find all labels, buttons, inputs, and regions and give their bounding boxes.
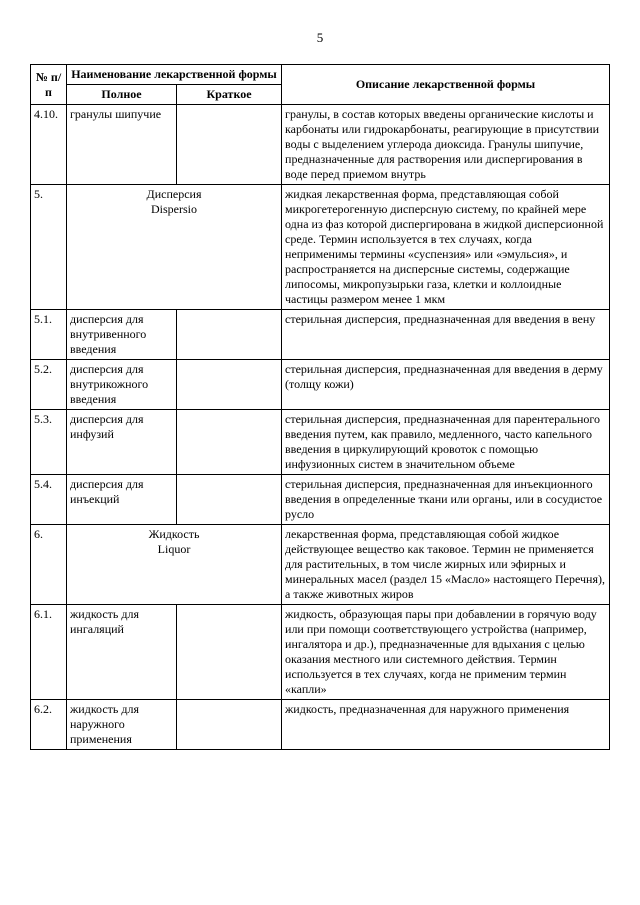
cell-description: жидкость, образующая пары при добавлении… <box>282 605 610 700</box>
cell-name-short <box>177 410 282 475</box>
cell-name-full: дисперсия для инфузий <box>67 410 177 475</box>
cell-name-full: дисперсия для внутрикожного введения <box>67 360 177 410</box>
table-row: 5.3.дисперсия для инфузий стерильная дисп… <box>31 410 610 475</box>
cell-number: 5.3. <box>31 410 67 475</box>
cell-name-full: жидкость для наружного применения <box>67 700 177 750</box>
cell-description: жидкая лекарственная форма, представляющ… <box>282 185 610 310</box>
table-row: 5.1.дисперсия для внутривенного введения… <box>31 310 610 360</box>
table-body: 4.10.гранулы шипучие гранулы, в состав ко… <box>31 105 610 750</box>
cell-name-short <box>177 700 282 750</box>
cell-name-short <box>177 475 282 525</box>
table-row: 6.ЖидкостьLiquorлекарственная форма, пре… <box>31 525 610 605</box>
cell-description: стерильная дисперсия, предназначенная дл… <box>282 475 610 525</box>
cell-number: 5.1. <box>31 310 67 360</box>
cell-name-full: гранулы шипучие <box>67 105 177 185</box>
table-row: 5.2.дисперсия для внутрикожного введения… <box>31 360 610 410</box>
table-row: 5.ДисперсияDispersioжидкая лекарственная… <box>31 185 610 310</box>
cell-number: 6.2. <box>31 700 67 750</box>
name-latin: Liquor <box>70 542 278 557</box>
cell-name-full: дисперсия для внутривенного введения <box>67 310 177 360</box>
cell-number: 6.1. <box>31 605 67 700</box>
cell-number: 5.4. <box>31 475 67 525</box>
cell-description: стерильная дисперсия, предназначенная дл… <box>282 310 610 360</box>
name-ru: Дисперсия <box>70 187 278 202</box>
cell-name-full: дисперсия для инъекций <box>67 475 177 525</box>
cell-name-merged: ДисперсияDispersio <box>67 185 282 310</box>
cell-number: 4.10. <box>31 105 67 185</box>
cell-name-merged: ЖидкостьLiquor <box>67 525 282 605</box>
cell-description: лекарственная форма, представляющая собо… <box>282 525 610 605</box>
cell-number: 6. <box>31 525 67 605</box>
cell-name-short <box>177 605 282 700</box>
table-row: 4.10.гранулы шипучие гранулы, в состав ко… <box>31 105 610 185</box>
name-ru: Жидкость <box>70 527 278 542</box>
header-desc: Описание лекарственной формы <box>282 65 610 105</box>
cell-name-short <box>177 105 282 185</box>
table-row: 6.2.жидкость для наружного применения жид… <box>31 700 610 750</box>
cell-description: стерильная дисперсия, предназначенная дл… <box>282 360 610 410</box>
table-row: 5.4.дисперсия для инъекций стерильная дис… <box>31 475 610 525</box>
cell-number: 5.2. <box>31 360 67 410</box>
cell-name-full: жидкость для ингаляций <box>67 605 177 700</box>
header-name-group: Наименование лекарственной формы <box>67 65 282 85</box>
forms-table: № п/п Наименование лекарственной формы О… <box>30 64 610 750</box>
cell-description: гранулы, в состав которых введены органи… <box>282 105 610 185</box>
name-latin: Dispersio <box>70 202 278 217</box>
table-row: 6.1.жидкость для ингаляций жидкость, обра… <box>31 605 610 700</box>
header-short: Краткое <box>177 85 282 105</box>
page-number: 5 <box>30 30 610 46</box>
cell-number: 5. <box>31 185 67 310</box>
cell-name-short <box>177 360 282 410</box>
header-num: № п/п <box>31 65 67 105</box>
cell-name-short <box>177 310 282 360</box>
cell-description: стерильная дисперсия, предназначенная дл… <box>282 410 610 475</box>
header-full: Полное <box>67 85 177 105</box>
cell-description: жидкость, предназначенная для наружного … <box>282 700 610 750</box>
